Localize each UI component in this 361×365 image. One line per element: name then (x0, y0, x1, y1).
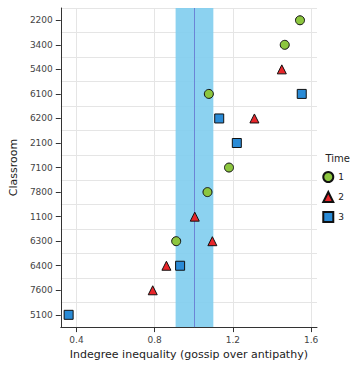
svg-text:6100: 6100 (30, 89, 53, 99)
svg-text:6200: 6200 (30, 113, 53, 123)
svg-text:6300: 6300 (30, 236, 53, 246)
svg-text:2100: 2100 (30, 138, 53, 148)
svg-text:3400: 3400 (30, 40, 53, 50)
svg-text:5400: 5400 (30, 64, 53, 74)
svg-text:Indegree inequality (gossip ov: Indegree inequality (gossip over antipat… (70, 348, 308, 361)
svg-text:5100: 5100 (30, 310, 53, 320)
svg-text:7800: 7800 (30, 187, 53, 197)
svg-text:7100: 7100 (30, 163, 53, 173)
svg-text:1: 1 (338, 172, 344, 182)
svg-text:1.6: 1.6 (304, 335, 319, 345)
svg-text:7600: 7600 (30, 285, 53, 295)
svg-text:1.2: 1.2 (226, 335, 240, 345)
svg-text:1100: 1100 (30, 212, 53, 222)
svg-text:Time: Time (325, 153, 350, 164)
svg-text:0.4: 0.4 (69, 335, 84, 345)
svg-text:2: 2 (338, 192, 344, 202)
svg-text:Classroom: Classroom (7, 139, 20, 196)
svg-text:6400: 6400 (30, 261, 53, 271)
svg-text:0.8: 0.8 (148, 335, 163, 345)
svg-text:3: 3 (338, 212, 344, 222)
svg-text:2200: 2200 (30, 15, 53, 25)
